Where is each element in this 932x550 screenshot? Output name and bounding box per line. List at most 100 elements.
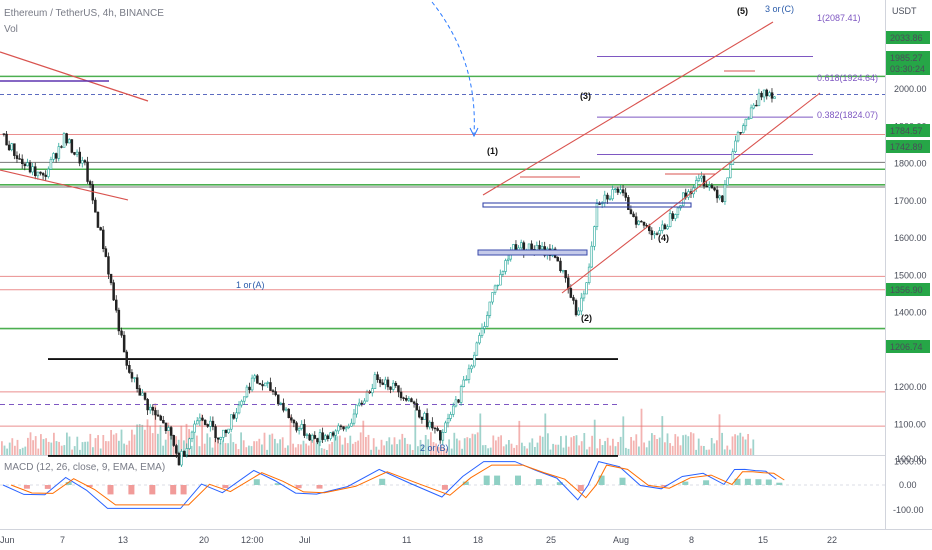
volume-bar: [684, 434, 687, 455]
volume-bar: [591, 435, 593, 455]
volume-bar: [466, 437, 469, 455]
candle-body: [156, 414, 160, 417]
candle-body: [757, 92, 761, 106]
volume-bar: [359, 432, 362, 455]
time-axis[interactable]: Jun 7 13 20 12:00 Jul 11 18 25 Aug 8 15 …: [0, 535, 837, 545]
candle-body: [172, 435, 176, 446]
candle-body: [501, 271, 505, 275]
candle-body: [676, 207, 680, 215]
candle-body: [26, 162, 29, 167]
plot-area[interactable]: [0, 0, 885, 455]
volume-bar: [307, 445, 310, 455]
volume-bar: [63, 445, 66, 455]
candle-body: [674, 214, 677, 219]
arrow-head: [469, 127, 479, 138]
candle-body: [721, 195, 724, 202]
volume-bar: [370, 449, 372, 455]
signal-line: [10, 464, 785, 506]
volume-bar: [643, 442, 645, 455]
volume-bar: [411, 450, 414, 455]
volume-bar: [118, 440, 120, 455]
fib-label-1: 1(2087.41): [817, 13, 861, 23]
volume-bar: [222, 440, 224, 455]
volume-bar: [110, 430, 112, 455]
wave-label-5: (5): [737, 6, 748, 16]
candle-body: [73, 152, 76, 155]
candle-body: [284, 408, 288, 411]
volume-bar: [55, 441, 58, 455]
volume-bar: [713, 443, 716, 455]
candle-body: [321, 432, 324, 440]
candle-body: [436, 428, 439, 431]
volume-bar: [224, 443, 227, 455]
volume-bar: [703, 446, 705, 455]
volume-bar: [115, 433, 118, 455]
volume-bar: [723, 449, 726, 455]
volume-bar: [526, 448, 528, 455]
volume-bar: [500, 435, 502, 455]
candle-body: [94, 199, 97, 213]
candle-body: [418, 409, 421, 418]
candle-body: [650, 230, 654, 236]
volume-bar: [547, 433, 549, 455]
candle-body: [708, 185, 711, 188]
volume-bar: [674, 434, 677, 455]
volume-bar: [94, 438, 97, 455]
volume-bar: [266, 449, 268, 455]
volume-bar: [365, 437, 367, 455]
volume-bar: [726, 445, 729, 455]
volume-bar: [315, 442, 318, 455]
candle-body: [485, 315, 489, 327]
badge-2033-text: 2033.86: [890, 33, 923, 43]
candle-body: [616, 188, 620, 193]
volume-bar: [14, 445, 16, 455]
volume-bar: [131, 429, 133, 455]
volume-bar: [68, 436, 71, 455]
volume-bar: [29, 432, 32, 455]
candle-body: [28, 162, 32, 173]
candle-body: [613, 188, 617, 190]
candle-body: [175, 445, 178, 454]
candle-body: [663, 224, 667, 230]
volume-bar: [573, 436, 575, 455]
candle-body: [86, 161, 89, 182]
candle-body: [475, 342, 479, 356]
candle-body: [459, 386, 463, 403]
volume-bar: [742, 436, 744, 455]
volume-bar: [661, 416, 664, 455]
time-tick: 13: [118, 535, 128, 545]
wave-label-2: (2): [581, 313, 592, 323]
candle-body: [713, 187, 716, 191]
volume-bar: [255, 441, 258, 455]
volume-bar: [289, 415, 292, 455]
volume-bar: [302, 440, 305, 455]
candle-body: [47, 168, 50, 177]
price-tick: 1200.00: [894, 382, 927, 392]
volume-bar: [37, 448, 40, 455]
candle-body: [109, 273, 113, 284]
candle-body: [606, 194, 609, 200]
candle-body: [478, 335, 481, 344]
volume-bar: [690, 432, 692, 455]
candle-body: [167, 427, 170, 431]
candle-body: [143, 392, 147, 400]
trend-line-red: [0, 51, 149, 102]
macd-histogram-bar: [222, 485, 229, 489]
volume-bar: [333, 435, 336, 455]
candle-body: [122, 334, 126, 353]
time-tick: 18: [473, 535, 483, 545]
volume-bar: [700, 445, 703, 455]
volume-bar: [656, 439, 658, 455]
price-axis-panel[interactable]: [885, 0, 932, 550]
candle-body: [386, 379, 390, 388]
candle-body: [381, 382, 384, 385]
candle-body: [731, 151, 735, 165]
candle-body: [640, 220, 643, 223]
volume-bar: [513, 447, 515, 455]
candle-body: [214, 426, 217, 439]
volume-bar: [388, 437, 391, 455]
candle-body: [765, 89, 768, 97]
candle-body: [70, 139, 74, 153]
candle-body: [7, 144, 11, 151]
